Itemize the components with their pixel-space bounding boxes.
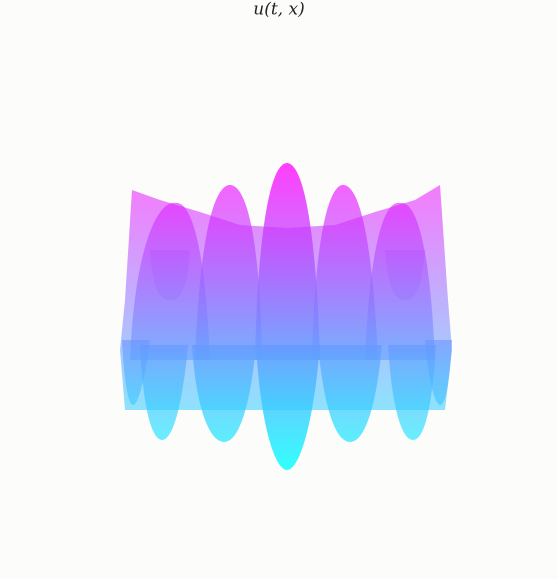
chart-title: u(t, x) bbox=[253, 0, 304, 20]
surface bbox=[120, 163, 452, 470]
